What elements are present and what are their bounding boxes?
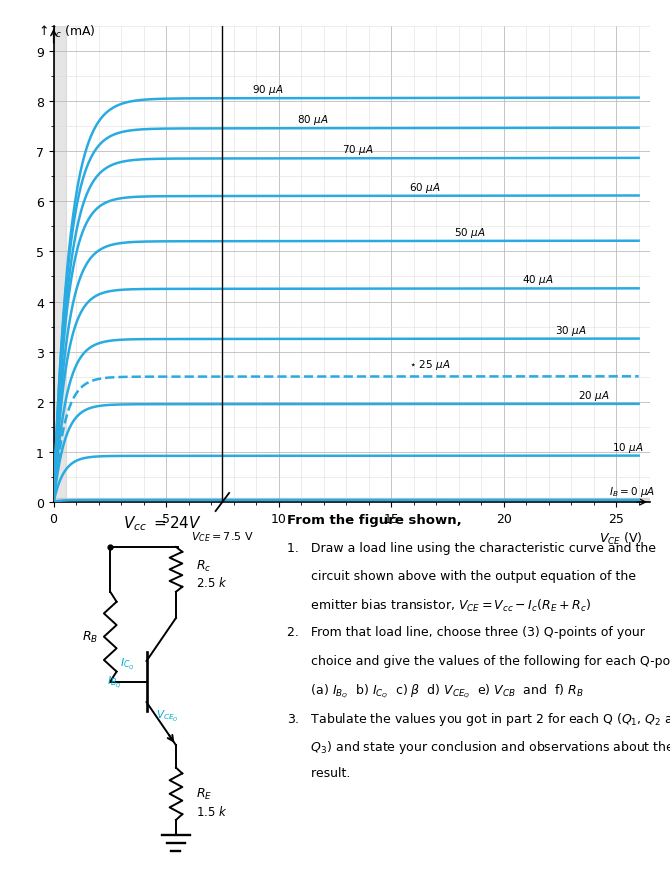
Text: $80\ \mu A$: $80\ \mu A$ [297,114,328,127]
Text: $90\ \mu A$: $90\ \mu A$ [252,83,283,97]
Text: $70\ \mu A$: $70\ \mu A$ [342,143,373,157]
Text: $2.5\ k$: $2.5\ k$ [196,576,228,590]
Bar [54,499,650,502]
Text: emitter bias transistor, $V_{CE} = V_{cc} - I_c(R_E + R_c)$: emitter bias transistor, $V_{CE} = V_{cc… [287,598,591,614]
Text: (a) $I_{B_Q}$  b) $I_{C_Q}$  c) $\beta$  d) $V_{CE_Q}$  e) $V_{CB}$  and  f) $R_: (a) $I_{B_Q}$ b) $I_{C_Q}$ c) $\beta$ d)… [287,682,584,699]
Text: circuit shown above with the output equation of the: circuit shown above with the output equa… [287,569,636,583]
Text: $V_{CE_O}$: $V_{CE_O}$ [155,708,178,723]
Text: 1.   Draw a load line using the characteristic curve and the: 1. Draw a load line using the characteri… [287,542,656,554]
Text: $V_{cc}\ =24V$: $V_{cc}\ =24V$ [123,514,202,532]
Text: $60\ \mu A$: $60\ \mu A$ [409,181,441,195]
Text: From the figure shown,: From the figure shown, [287,514,462,527]
Text: $R_B$: $R_B$ [82,629,98,645]
Text: $1.5\ k$: $1.5\ k$ [196,804,228,818]
Bar [54,27,66,502]
Text: 3.   Tabulate the values you got in part 2 for each Q ($Q_1$, $Q_2$ and: 3. Tabulate the values you got in part 2… [287,710,670,727]
Text: $R_c$: $R_c$ [196,559,212,573]
Text: $I_{B_Q}$: $I_{B_Q}$ [107,674,121,689]
Text: $I_B = 0\ \mu A$: $I_B = 0\ \mu A$ [610,485,655,499]
Text: $50\ \mu A$: $50\ \mu A$ [454,225,486,240]
Text: choice and give the values of the following for each Q-point:: choice and give the values of the follow… [287,654,670,667]
Text: 2.   From that load line, choose three (3) Q-points of your: 2. From that load line, choose three (3)… [287,626,645,638]
Text: $Q_3$) and state your conclusion and observations about the: $Q_3$) and state your conclusion and obs… [287,738,670,755]
Text: $40\ \mu A$: $40\ \mu A$ [522,274,553,287]
Text: $10\ \mu A$: $10\ \mu A$ [612,440,643,454]
Text: $30\ \mu A$: $30\ \mu A$ [555,324,587,337]
Text: $I_{C_Q}$: $I_{C_Q}$ [121,655,135,670]
Text: $\star\ 25\ \mu A$: $\star\ 25\ \mu A$ [409,358,450,372]
Text: $R_E$: $R_E$ [196,787,212,801]
Text: $V_{CE} = 7.5$ V: $V_{CE} = 7.5$ V [191,530,254,544]
Text: $\uparrow I_c$ (mA): $\uparrow I_c$ (mA) [36,24,95,40]
Text: $V_{CE}$ (V): $V_{CE}$ (V) [600,530,643,546]
Text: result.: result. [287,766,350,779]
Text: $20\ \mu A$: $20\ \mu A$ [578,389,610,402]
